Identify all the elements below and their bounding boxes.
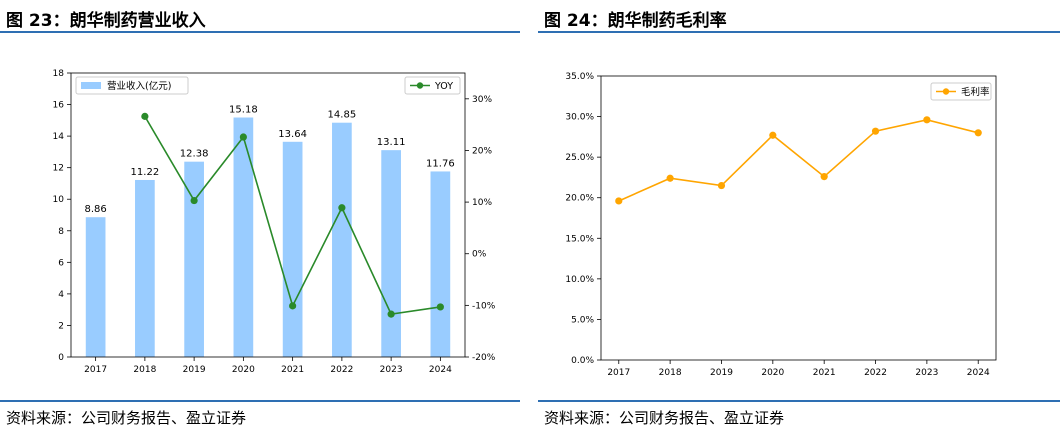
revenue-bar xyxy=(184,161,204,357)
revenue-bar-label: 11.76 xyxy=(426,158,455,169)
y2-tick-label: 30% xyxy=(472,95,492,105)
revenue-yoy-chart: 8.86 11.22 12.38 15.18 13.64 14.85 13.11 11.76 0… xyxy=(53,69,496,375)
revenue-bar xyxy=(233,117,254,357)
revenue-bar-label: 8.86 xyxy=(84,204,106,215)
left-figure-title: 图 23：朗华制药营业收入 xyxy=(6,11,206,31)
x-tick-label: 2023 xyxy=(380,365,403,375)
x-tick-label: 2019 xyxy=(710,368,733,378)
gross-margin-point xyxy=(820,173,828,181)
y-tick-label: 10.0% xyxy=(565,275,594,285)
margin-legend: 毛利率 xyxy=(930,82,992,101)
yoy-point xyxy=(141,112,149,120)
revenue-bar xyxy=(85,217,106,357)
bar-legend-text: 营业收入(亿元) xyxy=(107,80,171,92)
y-tick-label: 14 xyxy=(53,132,65,142)
right-figure-title: 图 24：朗华制药毛利率 xyxy=(544,11,727,31)
revenue-bar-label: 14.85 xyxy=(328,110,357,121)
revenue-bar xyxy=(381,150,401,357)
revenue-bar xyxy=(430,171,451,357)
revenue-bar xyxy=(282,141,303,357)
y-tick-label: 20.0% xyxy=(565,194,594,204)
right-source-note: 资料来源：公司财务报告、盈立证券 xyxy=(544,409,785,427)
y2-tick-label: -10% xyxy=(472,301,496,311)
right-top-rule xyxy=(538,31,1060,33)
revenue-bar-label: 13.64 xyxy=(278,129,307,140)
x-tick-label: 2018 xyxy=(659,368,682,378)
gross-margin-chart: 0.0% 5.0% 10.0% 15.0% 20.0% 25.0% 30.0% 35.0% 20… xyxy=(565,72,997,378)
y-tick-label: 0.0% xyxy=(571,356,594,366)
revenue-bar-label: 11.22 xyxy=(131,167,160,178)
gross-margin-point xyxy=(717,181,726,190)
left-bottom-rule xyxy=(0,400,520,402)
yoy-legend-text: YOY xyxy=(434,81,453,92)
revenue-bar-label: 12.38 xyxy=(180,149,209,160)
x-tick-label: 2019 xyxy=(183,365,206,375)
y-tick-label: 10 xyxy=(53,195,65,205)
revenue-bar xyxy=(332,122,352,357)
revenue-bar xyxy=(135,179,155,357)
x-tick-label: 2022 xyxy=(864,368,887,378)
y-tick-label: 12 xyxy=(53,164,64,174)
y-tick-label: 4 xyxy=(58,290,64,300)
y-tick-label: 8 xyxy=(58,227,64,237)
bar-legend-box xyxy=(75,76,189,95)
x-tick-label: 2017 xyxy=(84,365,107,375)
yoy-point xyxy=(338,204,346,212)
x-tick-label: 2023 xyxy=(915,368,938,378)
yoy-point xyxy=(190,196,198,205)
x-tick-label: 2017 xyxy=(607,368,630,378)
x-tick-label: 2022 xyxy=(330,365,353,375)
margin-legend-marker xyxy=(942,88,950,95)
y-tick-label: 25.0% xyxy=(565,153,594,163)
x-tick-label: 2024 xyxy=(967,368,990,378)
left-source-note: 资料来源：公司财务报告、盈立证券 xyxy=(6,409,247,427)
y2-tick-label: 0% xyxy=(472,250,487,260)
yoy-point xyxy=(289,302,297,310)
margin-legend-text: 毛利率 xyxy=(961,86,990,98)
revenue-bar-label: 15.18 xyxy=(229,104,258,115)
yoy-point xyxy=(387,310,395,318)
bar-legend: 营业收入(亿元) xyxy=(75,76,189,95)
y-tick-label: 18 xyxy=(53,69,65,79)
x-tick-label: 2020 xyxy=(761,368,784,378)
yoy-point xyxy=(239,133,247,141)
y-tick-label: 30.0% xyxy=(565,113,594,123)
left-figure-panel: 图 23：朗华制药营业收入 8.86 11.22 12.38 15.18 13.64 14… xyxy=(0,0,520,431)
y-tick-label: 5.0% xyxy=(571,315,594,325)
x-tick-label: 2020 xyxy=(232,365,255,375)
y-tick-label: 35.0% xyxy=(565,72,594,82)
y2-tick-label: 20% xyxy=(472,146,492,156)
y-tick-label: 2 xyxy=(58,321,64,331)
y2-tick-label: 10% xyxy=(472,198,492,208)
right-figure-panel: 图 24：朗华制药毛利率 0.0% 5.0% 10.0% 15.0% 20.0% 25.0… xyxy=(538,0,1060,431)
revenue-bar-label: 13.11 xyxy=(377,137,406,148)
plot-frame xyxy=(70,72,466,358)
gross-margin-point xyxy=(974,129,982,137)
yoy-legend-box xyxy=(404,76,461,95)
gross-margin-point xyxy=(923,116,931,124)
bar-legend-swatch xyxy=(81,82,101,89)
x-tick-label: 2024 xyxy=(429,365,452,375)
y-tick-label: 6 xyxy=(58,258,64,268)
yoy-legend: YOY xyxy=(404,76,461,95)
y-tick-label: 15.0% xyxy=(565,234,594,244)
right-bottom-rule xyxy=(538,400,1060,402)
gross-margin-point xyxy=(666,174,674,182)
plot-frame xyxy=(600,75,997,361)
gross-margin-line xyxy=(618,118,979,202)
yoy-legend-marker xyxy=(416,82,424,89)
x-tick-label: 2021 xyxy=(813,368,836,378)
y2-tick-label: -20% xyxy=(472,353,496,363)
gross-margin-point xyxy=(769,131,777,139)
yoy-point xyxy=(436,303,444,311)
y-tick-label: 16 xyxy=(53,101,65,111)
gross-margin-point xyxy=(871,127,880,135)
y-tick-label: 0 xyxy=(58,353,64,363)
x-tick-label: 2018 xyxy=(133,365,156,375)
x-tick-label: 2021 xyxy=(281,365,304,375)
gross-margin-point xyxy=(615,197,623,205)
left-top-rule xyxy=(0,31,520,33)
margin-legend-box xyxy=(930,82,992,101)
